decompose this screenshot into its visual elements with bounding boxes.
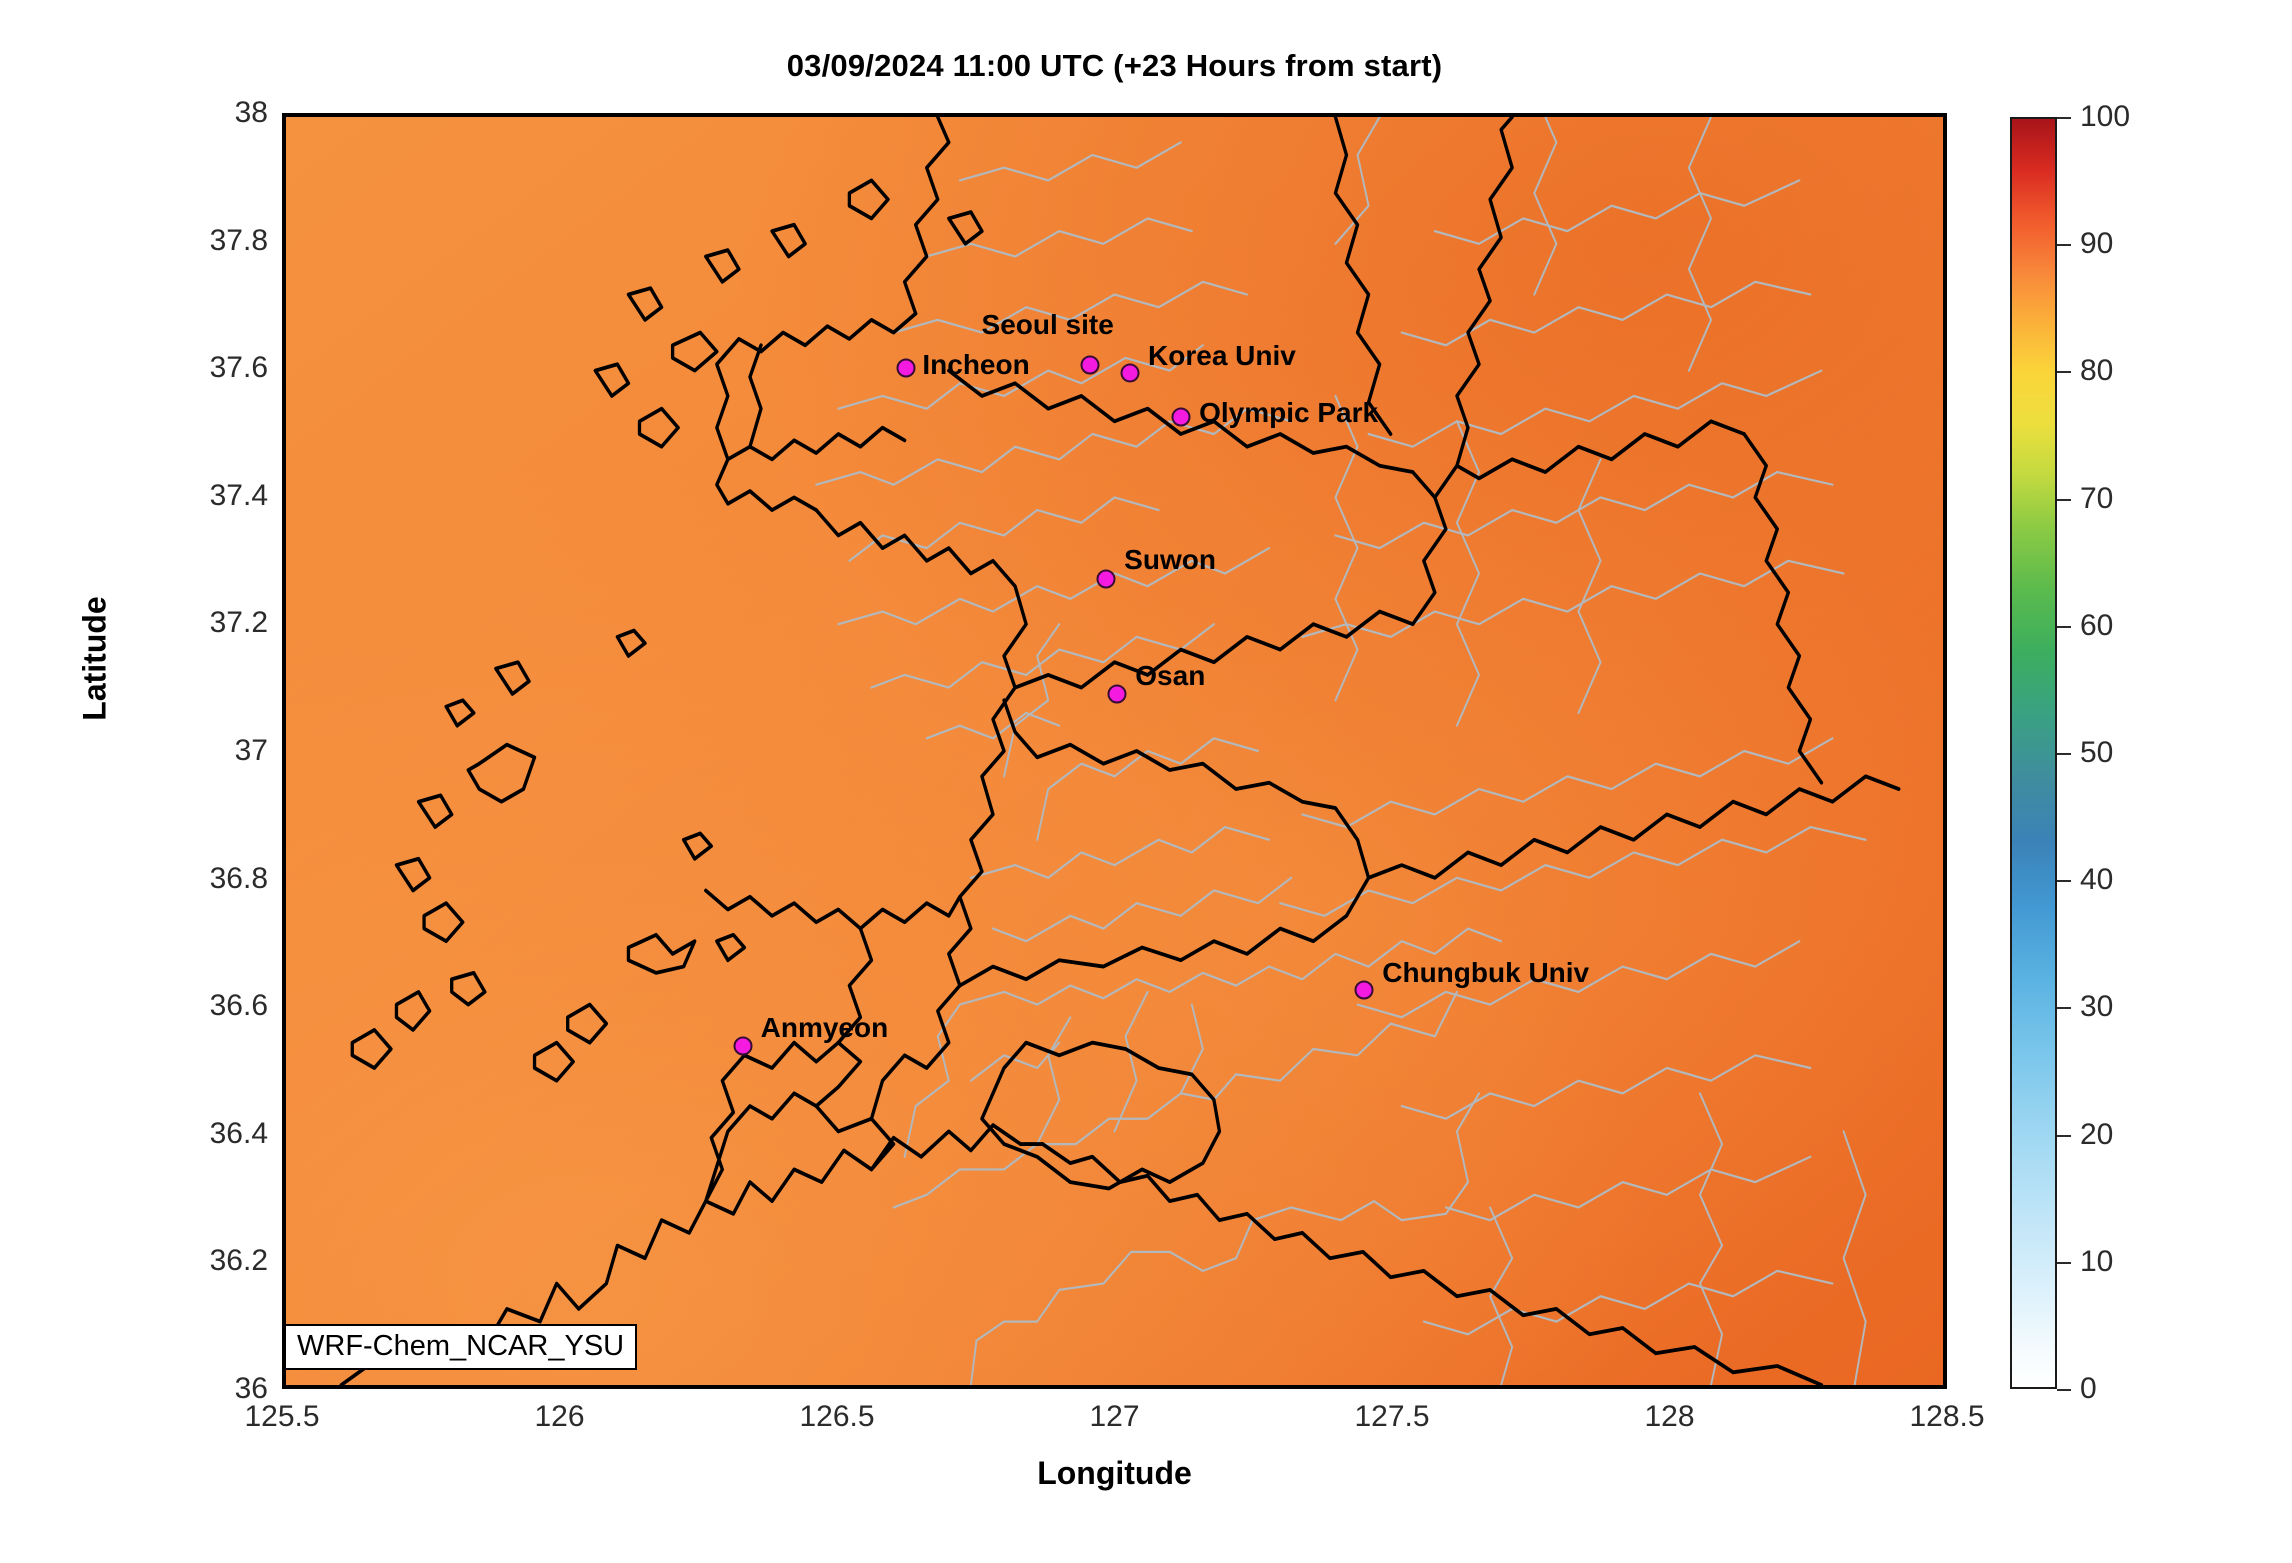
site-marker[interactable] [1107,684,1127,704]
site-label: Korea Univ [1148,340,1296,372]
colorbar-tick-label: 60 [2080,608,2114,642]
y-tick-label: 36.4 [209,1116,268,1150]
colorbar-tick-label: 40 [2080,863,2114,897]
site-label: Suwon [1124,543,1216,575]
y-tick-label: 36.6 [209,989,268,1023]
y-tick-label: 37.6 [209,351,268,385]
y-tick-label: 37 [234,734,268,767]
y-tick-label: 37.8 [209,223,268,257]
model-annotation-box: WRF-Chem_NCAR_YSU [284,1324,638,1371]
ozone-field [286,117,1943,1385]
figure-title: 03/09/2024 11:00 UTC (+23 Hours from sta… [786,48,1443,83]
colorbar-tick-label: 30 [2080,990,2114,1024]
colorbar-tick-mark [2057,117,2071,119]
colorbar-tick-mark [2057,880,2071,883]
x-tick-label: 128 [1644,1400,1695,1433]
site-label: Chungbuk Univ [1382,957,1590,989]
colorbar-gradient [2010,117,2057,1389]
site-label: Anmyeon [760,1011,889,1043]
y-tick-label: 37.4 [209,478,268,512]
site-marker[interactable] [1096,569,1116,589]
y-tick-label: 36.2 [209,1244,268,1278]
site-marker[interactable] [1171,407,1191,427]
colorbar-tick-mark [2057,244,2071,247]
colorbar-tick-mark [2057,1389,2071,1391]
colorbar-tick-mark [2057,1261,2071,1264]
colorbar-tick-label: 100 [2080,100,2131,133]
colorbar-tick-mark [2057,1134,2071,1137]
x-tick-label: 125.5 [244,1400,320,1433]
site-label: Seoul site [981,309,1114,340]
site-marker[interactable] [733,1036,753,1056]
x-tick-label: 127.5 [1354,1400,1430,1433]
colorbar-tick-mark [2057,1007,2071,1010]
y-axis-label: Latitude [76,596,113,721]
colorbar-tick-label: 20 [2080,1117,2114,1151]
y-tick-label: 37.2 [209,606,268,640]
site-label: Olympic Park [1199,397,1379,429]
site-label: Osan [1135,659,1206,691]
district-boundaries [815,117,1867,1385]
colorbar-tick-label: 0 [2080,1372,2097,1405]
colorbar-tick-label: 80 [2080,354,2114,388]
colorbar-tick-label: 50 [2080,736,2114,769]
colorbar-tick-mark [2057,753,2071,755]
colorbar-tick-mark [2057,625,2071,628]
x-tick-label: 127 [1089,1400,1140,1433]
colorbar-tick-label: 10 [2080,1244,2114,1278]
colorbar-tick-label: 70 [2080,481,2114,515]
x-tick-label: 128.5 [1909,1400,1985,1433]
site-marker[interactable] [1080,355,1100,375]
site-marker[interactable] [1354,980,1374,1000]
site-label: Incheon [922,349,1030,381]
site-marker[interactable] [896,358,916,378]
coastline-and-province-boundaries [339,117,1901,1385]
site-marker[interactable] [1120,363,1140,383]
x-tick-label: 126 [534,1400,585,1433]
colorbar-tick-mark [2057,371,2071,374]
colorbar-tick-label: 90 [2080,227,2114,261]
map-axes[interactable] [282,113,1947,1389]
y-tick-label: 38 [234,96,268,129]
x-tick-label: 126.5 [799,1400,875,1433]
colorbar-tick-mark [2057,498,2071,501]
map-svg [286,117,1943,1385]
x-axis-label: Longitude [1037,1455,1192,1491]
y-tick-label: 36.8 [209,861,268,895]
